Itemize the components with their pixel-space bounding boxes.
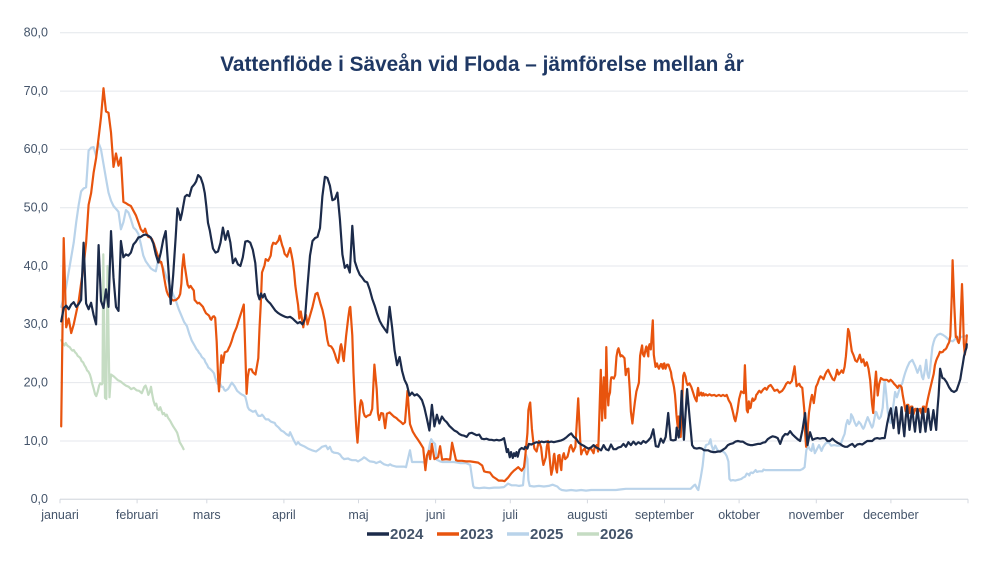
svg-text:april: april (272, 508, 296, 522)
svg-text:2024: 2024 (390, 526, 424, 543)
svg-text:2025: 2025 (530, 526, 563, 543)
svg-text:30,0: 30,0 (24, 317, 48, 331)
svg-text:oktober: oktober (718, 508, 760, 522)
svg-text:mars: mars (193, 508, 221, 522)
svg-text:juni: juni (425, 508, 445, 522)
svg-text:40,0: 40,0 (24, 259, 48, 273)
svg-text:2023: 2023 (460, 526, 493, 543)
svg-text:juli: juli (502, 508, 518, 522)
svg-text:10,0: 10,0 (24, 434, 48, 448)
svg-text:20,0: 20,0 (24, 375, 48, 389)
svg-text:50,0: 50,0 (24, 200, 48, 214)
svg-text:0,0: 0,0 (31, 492, 48, 506)
svg-text:januari: januari (40, 508, 79, 522)
svg-text:Vattenflöde i Säveån vid Floda: Vattenflöde i Säveån vid Floda – jämföre… (220, 53, 744, 76)
svg-text:augusti: augusti (567, 508, 607, 522)
svg-text:70,0: 70,0 (24, 84, 48, 98)
svg-text:september: september (635, 508, 694, 522)
svg-text:2026: 2026 (600, 526, 633, 543)
svg-text:maj: maj (348, 508, 368, 522)
svg-text:60,0: 60,0 (24, 142, 48, 156)
svg-text:februari: februari (116, 508, 158, 522)
svg-text:december: december (863, 508, 919, 522)
svg-text:80,0: 80,0 (24, 26, 48, 40)
svg-text:november: november (789, 508, 845, 522)
